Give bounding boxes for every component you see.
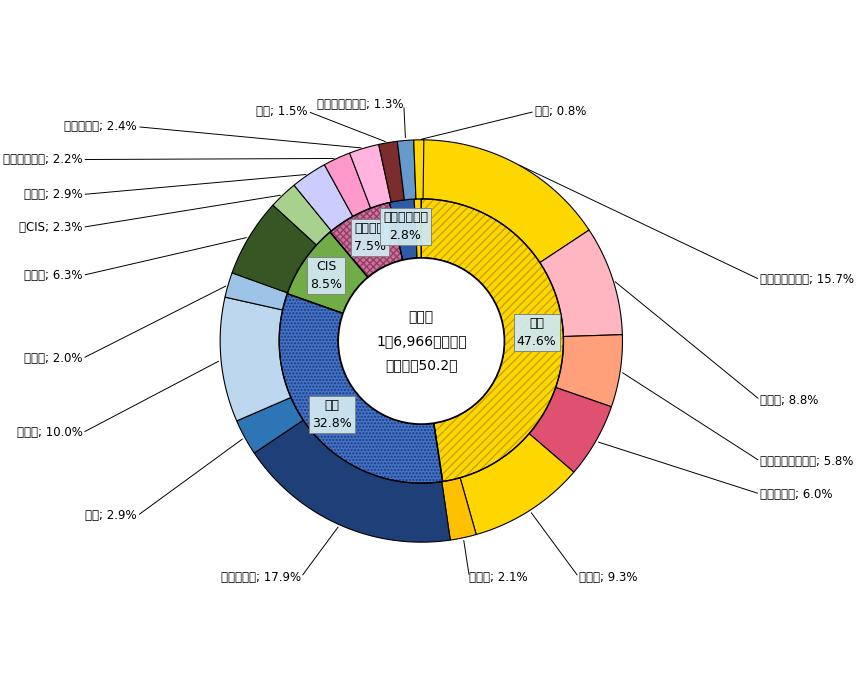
- Polygon shape: [379, 141, 405, 202]
- Polygon shape: [540, 230, 622, 336]
- Polygon shape: [414, 140, 424, 199]
- Text: リビア; 2.9%: リビア; 2.9%: [24, 188, 82, 201]
- Text: 他米州; 2.0%: 他米州; 2.0%: [24, 352, 82, 365]
- Text: サウジアラビア; 15.7%: サウジアラビア; 15.7%: [760, 273, 854, 286]
- Text: アフリカ
7.5%: アフリカ 7.5%: [354, 222, 386, 253]
- Text: 米州
32.8%: 米州 32.8%: [313, 399, 352, 430]
- Polygon shape: [273, 186, 332, 245]
- Polygon shape: [422, 199, 563, 481]
- Polygon shape: [389, 199, 417, 260]
- Text: アラブ首長国連邦; 5.8%: アラブ首長国連邦; 5.8%: [760, 455, 854, 468]
- Text: ナイジェリア; 2.2%: ナイジェリア; 2.2%: [3, 153, 82, 166]
- Text: イラク; 8.8%: イラク; 8.8%: [760, 394, 818, 406]
- Polygon shape: [398, 140, 416, 200]
- Polygon shape: [441, 477, 476, 540]
- Polygon shape: [237, 398, 303, 453]
- Text: 中東
47.6%: 中東 47.6%: [517, 317, 556, 348]
- Polygon shape: [232, 205, 316, 293]
- Polygon shape: [325, 153, 371, 216]
- Text: イラン; 9.3%: イラン; 9.3%: [578, 571, 638, 584]
- Polygon shape: [422, 140, 589, 263]
- Text: 米国; 2.9%: 米国; 2.9%: [86, 509, 137, 522]
- Polygon shape: [220, 297, 291, 421]
- Polygon shape: [529, 387, 611, 472]
- Text: CIS
8.5%: CIS 8.5%: [310, 260, 342, 291]
- Polygon shape: [350, 145, 391, 208]
- Polygon shape: [287, 232, 368, 313]
- Polygon shape: [414, 199, 422, 258]
- Polygon shape: [279, 294, 443, 483]
- Text: 他アフリカ; 2.4%: 他アフリカ; 2.4%: [64, 120, 137, 133]
- Polygon shape: [330, 203, 403, 278]
- Text: 世界計
1兆6,966億バレル
可採年数50.2年: 世界計 1兆6,966億バレル 可採年数50.2年: [376, 310, 466, 372]
- Text: 他中東; 2.1%: 他中東; 2.1%: [470, 571, 528, 584]
- Text: ベネズエラ; 17.9%: ベネズエラ; 17.9%: [221, 571, 301, 584]
- Text: ロシア; 6.3%: ロシア; 6.3%: [24, 269, 82, 282]
- Text: 他アジア大洋州; 1.3%: 他アジア大洋州; 1.3%: [317, 98, 404, 111]
- Text: 欧州; 0.8%: 欧州; 0.8%: [535, 105, 586, 118]
- Polygon shape: [225, 273, 288, 310]
- Polygon shape: [460, 434, 574, 535]
- Polygon shape: [255, 420, 450, 542]
- Text: 他CIS; 2.3%: 他CIS; 2.3%: [19, 221, 82, 234]
- Circle shape: [339, 258, 505, 424]
- Polygon shape: [294, 165, 353, 231]
- Text: アジア大洋州
2.8%: アジア大洋州 2.8%: [383, 211, 428, 242]
- Text: カナダ; 10.0%: カナダ; 10.0%: [16, 426, 82, 439]
- Text: 中国; 1.5%: 中国; 1.5%: [256, 105, 308, 118]
- Polygon shape: [555, 335, 622, 406]
- Text: クウェート; 6.0%: クウェート; 6.0%: [760, 488, 833, 501]
